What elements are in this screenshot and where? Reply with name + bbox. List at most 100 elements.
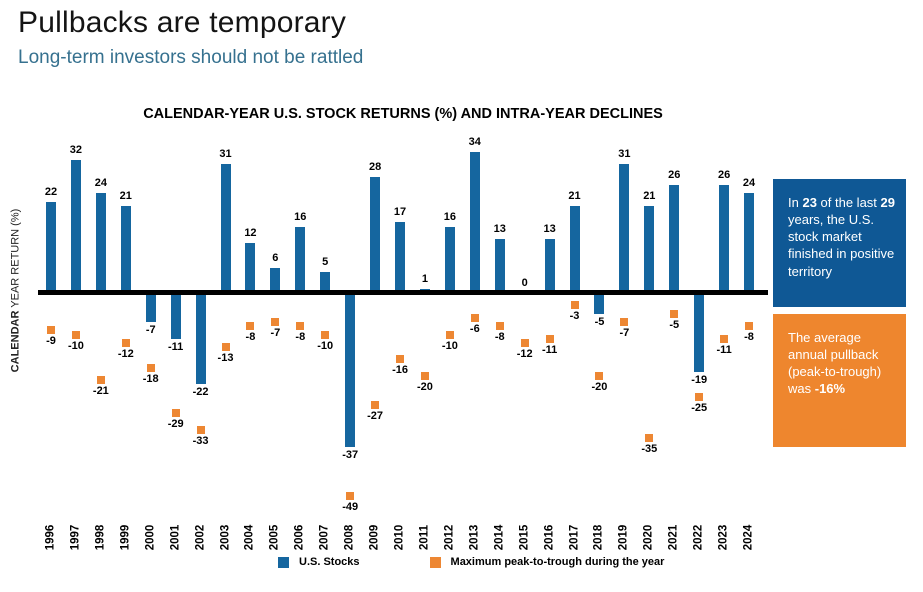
year-label-1996: 1996 <box>44 524 57 551</box>
bar-value-label: 26 <box>717 169 731 182</box>
year-label-2003: 2003 <box>219 524 231 551</box>
bar-2021 <box>669 185 680 293</box>
bar-value-label: 24 <box>94 177 107 190</box>
bar-2017 <box>569 205 580 293</box>
decline-value-label: -49 <box>342 501 359 514</box>
page-title: Pullbacks are temporary <box>18 6 347 39</box>
bar-2013 <box>469 151 480 293</box>
decline-value-label: -11 <box>541 343 558 356</box>
decline-value-label: -10 <box>441 339 458 352</box>
decline-value-label: -3 <box>569 310 580 323</box>
decline-value-label: -11 <box>716 343 732 356</box>
bar-value-label: 5 <box>322 256 329 269</box>
bar-2014 <box>494 239 505 293</box>
bar-value-label: 6 <box>272 252 279 265</box>
decline-value-label: -18 <box>142 372 159 385</box>
year-label-2005: 2005 <box>268 524 281 551</box>
year-label-2014: 2014 <box>493 524 506 551</box>
decline-value-label: -16 <box>392 364 408 377</box>
decline-marker <box>545 334 554 343</box>
year-label-2012: 2012 <box>443 524 456 551</box>
year-label-2018: 2018 <box>592 524 605 551</box>
decline-value-label: -21 <box>92 385 109 398</box>
decline-marker <box>196 425 205 434</box>
bar-2012 <box>444 226 455 293</box>
decline-value-label: -25 <box>691 401 708 414</box>
bar-value-label: -37 <box>342 448 359 461</box>
callout-positive-years: In 23 of the last 29 years, the U.S. sto… <box>773 179 906 307</box>
bar-1996 <box>46 201 56 293</box>
year-label-2022: 2022 <box>692 524 705 551</box>
decline-value-label: -8 <box>494 331 505 344</box>
decline-marker <box>146 363 155 372</box>
year-label-2002: 2002 <box>194 524 207 551</box>
decline-marker <box>346 492 355 501</box>
bar-value-label: 21 <box>643 189 656 202</box>
bar-2002 <box>195 293 206 385</box>
decline-value-label: -6 <box>469 322 480 335</box>
bar-2007 <box>320 272 331 293</box>
year-label-2011: 2011 <box>418 525 431 550</box>
bar-value-label: 16 <box>443 210 456 223</box>
bar-value-label: 34 <box>468 135 481 148</box>
decline-value-label: -20 <box>416 381 433 393</box>
chart-title: CALENDAR-YEAR U.S. STOCK RETURNS (%) AND… <box>143 106 663 122</box>
decline-marker <box>495 322 504 331</box>
bar-value-label: 31 <box>219 148 232 161</box>
bar-2024 <box>744 193 755 293</box>
callout-average-pullback: The average annual pullback (peak-to-tro… <box>773 314 906 447</box>
callout-blue-years: 29 <box>880 195 895 210</box>
legend-label-us-stocks: U.S. Stocks <box>299 556 360 568</box>
year-label-2015: 2015 <box>518 524 531 551</box>
decline-value-label: -7 <box>619 327 630 340</box>
year-label-2020: 2020 <box>642 524 655 551</box>
decline-value-label: -33 <box>192 434 209 447</box>
decline-value-label: -12 <box>516 347 533 360</box>
bar-value-label: -22 <box>192 386 209 399</box>
year-label-2009: 2009 <box>368 524 381 551</box>
decline-marker <box>445 330 454 339</box>
year-label-2001: 2001 <box>169 524 182 551</box>
bar-2005 <box>270 268 281 293</box>
decline-marker <box>570 301 579 310</box>
year-label-2016: 2016 <box>543 524 556 551</box>
decline-marker <box>645 434 654 443</box>
decline-marker <box>271 318 280 327</box>
callout-orange-text: The average annual pullback (peak-to-tro… <box>788 330 882 397</box>
bar-value-label: 1 <box>421 272 428 285</box>
year-label-2006: 2006 <box>293 524 306 551</box>
callout-blue-text2: of the last <box>816 195 881 210</box>
bar-2023 <box>719 185 730 293</box>
bar-value-label: 24 <box>742 177 756 190</box>
year-label-1997: 1997 <box>69 524 82 551</box>
bar-value-label: -7 <box>145 324 156 337</box>
decline-value-label: -8 <box>744 331 754 344</box>
bar-2001 <box>170 293 181 339</box>
decline-value-label: -10 <box>67 339 84 352</box>
decline-value-label: -5 <box>669 318 680 331</box>
bar-2019 <box>619 164 630 293</box>
decline-marker <box>121 338 130 347</box>
decline-marker <box>296 322 305 331</box>
callout-blue-text: In <box>788 195 803 210</box>
decline-value-label: -10 <box>317 339 334 352</box>
bar-2022 <box>694 293 705 372</box>
bar-value-label: 28 <box>368 160 382 173</box>
year-label-1998: 1998 <box>94 524 107 551</box>
legend-label-peak-to-trough: Maximum peak-to-trough during the year <box>450 556 665 568</box>
bar-value-label: 26 <box>668 169 681 182</box>
year-label-2010: 2010 <box>393 524 406 551</box>
decline-value-label: -27 <box>367 410 384 423</box>
year-label-2004: 2004 <box>243 524 256 551</box>
bar-2004 <box>245 243 256 293</box>
bar-value-label: 21 <box>568 189 581 202</box>
callout-blue-count: 23 <box>802 195 817 210</box>
decline-marker <box>71 330 80 339</box>
decline-value-label: -8 <box>295 331 306 344</box>
year-label-2023: 2023 <box>717 524 730 551</box>
year-label-2013: 2013 <box>468 524 481 551</box>
decline-value-label: -29 <box>167 418 184 431</box>
decline-value-label: -20 <box>591 381 608 393</box>
year-label-2019: 2019 <box>617 524 630 551</box>
